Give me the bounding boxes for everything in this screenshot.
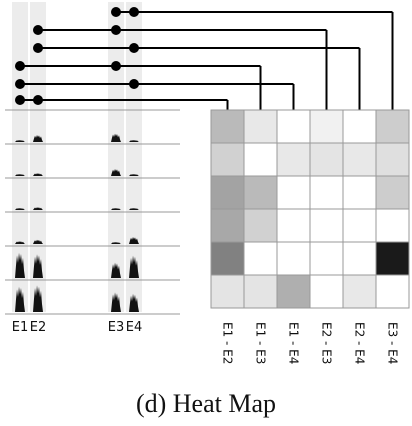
connector-dot <box>129 43 139 53</box>
spike-trace <box>111 242 121 244</box>
spike-trace <box>33 239 43 244</box>
heatmap-cell <box>243 208 278 243</box>
heatmap-cell <box>375 142 410 177</box>
heatmap-cell <box>276 142 311 177</box>
pair-label: E1 - E4 <box>287 322 301 364</box>
spike-trace <box>129 293 139 312</box>
heatmap-cell <box>243 274 278 309</box>
spike-trace <box>129 208 139 210</box>
heatmap-cell <box>243 241 278 276</box>
spike-trace <box>15 140 25 142</box>
spike-trace <box>111 169 121 176</box>
heatmap-cell <box>243 109 278 144</box>
electrode-label: E2 <box>30 320 47 335</box>
heatmap-cell <box>342 208 377 243</box>
spike-trace <box>111 292 121 312</box>
heatmap-cell <box>276 109 311 144</box>
heatmap-cell <box>210 109 245 144</box>
heatmap-cell <box>342 274 377 309</box>
heatmap-cell <box>375 109 410 144</box>
connector-dot <box>111 25 121 35</box>
connector-dot <box>15 79 25 89</box>
pair-label: E1 - E2 <box>221 322 235 364</box>
electrode-label: E1 <box>12 320 29 335</box>
spike-trace <box>15 286 25 312</box>
heatmap-cell <box>309 208 344 243</box>
heatmap-cell <box>342 241 377 276</box>
heatmap-cell <box>276 274 311 309</box>
spike-trace <box>15 252 25 278</box>
electrode-band <box>30 2 46 312</box>
pair-label: E1 - E3 <box>254 322 268 364</box>
heatmap-cell <box>210 274 245 309</box>
connector-dot <box>129 79 139 89</box>
heatmap-cell <box>375 175 410 210</box>
heatmap-cell <box>342 109 377 144</box>
pair-label: E2 - E4 <box>353 322 367 364</box>
heatmap-cell <box>276 208 311 243</box>
connector-dot <box>15 95 25 105</box>
heatmap-cell <box>210 241 245 276</box>
heatmap-cell <box>309 241 344 276</box>
heatmap-cell <box>375 274 410 309</box>
spike-trace <box>111 133 121 142</box>
connector-dot <box>129 7 139 17</box>
heatmap-cell <box>276 175 311 210</box>
heatmap-cell <box>243 175 278 210</box>
heatmap-diagram: E1 E2 E3 E4 E1 - E2 E1 - E3 E1 - E4 E2 - E3 E2 -… <box>5 2 410 364</box>
pair-label: E3 - E4 <box>386 322 400 364</box>
electrode-band <box>12 2 28 312</box>
spike-trace <box>129 255 139 278</box>
pair-label: E2 - E3 <box>320 322 334 364</box>
connector-dot <box>111 61 121 71</box>
figure-caption: (d) Heat Map <box>135 389 277 418</box>
heatmap-cell <box>342 142 377 177</box>
electrode-label: E3 <box>108 320 125 335</box>
spike-trace <box>33 254 43 278</box>
heatmap-cell <box>309 175 344 210</box>
spike-trace <box>111 262 121 278</box>
connector-dot <box>111 7 121 17</box>
heatmap-cell <box>309 142 344 177</box>
heatmap-cell <box>243 142 278 177</box>
heatmap-cell <box>276 241 311 276</box>
spike-trace <box>129 140 139 142</box>
heatmap-cell <box>342 175 377 210</box>
connector-dot <box>33 25 43 35</box>
heatmap-cell <box>210 175 245 210</box>
heatmap-cell <box>309 274 344 309</box>
spike-trace <box>15 174 25 176</box>
heatmap-cell <box>210 208 245 243</box>
spike-trace <box>33 135 43 142</box>
spike-trace <box>33 285 43 312</box>
electrode-label: E4 <box>126 320 143 335</box>
heatmap-cell <box>375 241 410 276</box>
spike-trace <box>15 241 25 244</box>
heatmap-cell <box>375 208 410 243</box>
connector-dot <box>33 43 43 53</box>
heatmap-cell <box>309 109 344 144</box>
spike-trace <box>129 237 139 244</box>
connector-dot <box>33 95 43 105</box>
connector-dot <box>15 61 25 71</box>
spike-trace <box>15 208 25 210</box>
spike-trace <box>129 174 139 176</box>
spike-trace <box>33 207 43 210</box>
heatmap-cell <box>210 142 245 177</box>
spike-trace <box>111 208 121 210</box>
electrode-band <box>108 2 124 312</box>
electrode-band <box>126 2 142 312</box>
spike-trace <box>33 173 43 176</box>
